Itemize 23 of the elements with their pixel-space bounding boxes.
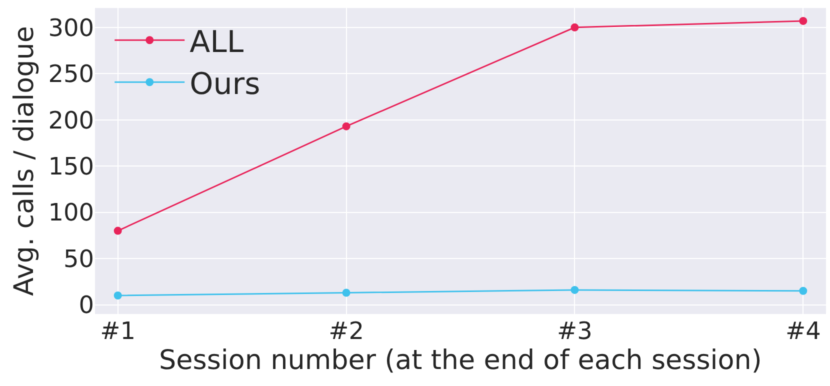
y-tick-label: 250 [48, 60, 94, 88]
y-tick-label: 200 [48, 106, 94, 134]
y-tick-label: 0 [78, 291, 94, 320]
x-tick-label: #3 [557, 317, 592, 345]
point [570, 23, 579, 32]
point [114, 292, 122, 300]
y-tick-label: 150 [48, 152, 94, 180]
y-tick-label: 50 [63, 244, 94, 273]
legend-label: ALL [190, 24, 244, 60]
y-tick-label: 100 [48, 198, 94, 227]
y-axis-title: Avg. calls / dialogue [9, 26, 40, 296]
y-tick-label: 300 [48, 14, 94, 42]
x-tick-label: #2 [328, 317, 364, 345]
point [799, 16, 808, 25]
legend-label: Ours [190, 66, 260, 102]
point [799, 286, 808, 295]
point [342, 122, 350, 130]
point [342, 288, 350, 297]
x-tick-label: #1 [100, 317, 136, 345]
x-tick-label: #4 [785, 317, 821, 345]
x-axis-title: Session number (at the end of each session) [159, 345, 762, 376]
point [114, 226, 122, 235]
point [570, 286, 579, 294]
